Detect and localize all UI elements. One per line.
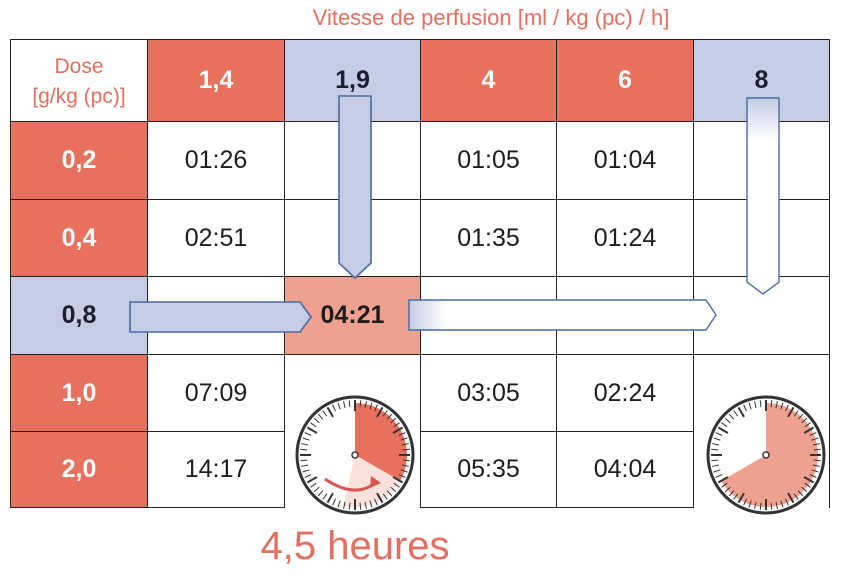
table-cell xyxy=(421,277,557,355)
table-cell: 01:04 xyxy=(557,122,694,200)
rate-header-4: 6 xyxy=(557,40,694,122)
table-cell xyxy=(694,277,830,355)
table-cell xyxy=(285,355,421,432)
duration-result: 4,5 heures xyxy=(260,524,450,568)
dose-header: Dose [g/kg (pc)] xyxy=(11,40,148,122)
table-cell: 03:05 xyxy=(421,355,557,432)
table-cell: 01:24 xyxy=(557,200,694,277)
chart-title: Vitesse de perfusion [ml / kg (pc) / h] xyxy=(312,5,670,30)
table-cell xyxy=(694,200,830,277)
dose-row-header: 0,4 xyxy=(11,200,148,277)
table-cell: 01:05 xyxy=(421,122,557,200)
result-cell: 04:21 xyxy=(285,277,421,355)
table-cell xyxy=(694,432,830,508)
table-cell: 02:51 xyxy=(148,200,285,277)
rate-header-2: 1,9 xyxy=(285,40,421,122)
dose-row-header: 0,2 xyxy=(11,122,148,200)
table-cell xyxy=(557,277,694,355)
dose-row-header: 2,0 xyxy=(11,432,148,508)
table-cell xyxy=(285,122,421,200)
table-cell: 02:24 xyxy=(557,355,694,432)
rate-header-5: 8 xyxy=(694,40,830,122)
table-cell: 04:04 xyxy=(557,432,694,508)
table-cell: 01:26 xyxy=(148,122,285,200)
dose-header-unit: [g/kg (pc)] xyxy=(32,84,126,108)
table-cell: 14:17 xyxy=(148,432,285,508)
table-cell: 01:35 xyxy=(421,200,557,277)
table-cell xyxy=(285,200,421,277)
infusion-table: Dose [g/kg (pc)] 1,4 1,9 4 6 8 0,2 01:26… xyxy=(10,39,830,508)
dose-row-header: 1,0 xyxy=(11,355,148,432)
table-cell xyxy=(694,122,830,200)
table-cell: 07:09 xyxy=(148,355,285,432)
table-cell xyxy=(285,432,421,508)
dose-row-header-selected: 0,8 xyxy=(11,277,148,355)
rate-header-3: 4 xyxy=(421,40,557,122)
rate-header-1: 1,4 xyxy=(148,40,285,122)
table-cell xyxy=(694,355,830,432)
dose-header-label: Dose xyxy=(54,54,104,78)
table-cell xyxy=(148,277,285,355)
table-cell: 05:35 xyxy=(421,432,557,508)
